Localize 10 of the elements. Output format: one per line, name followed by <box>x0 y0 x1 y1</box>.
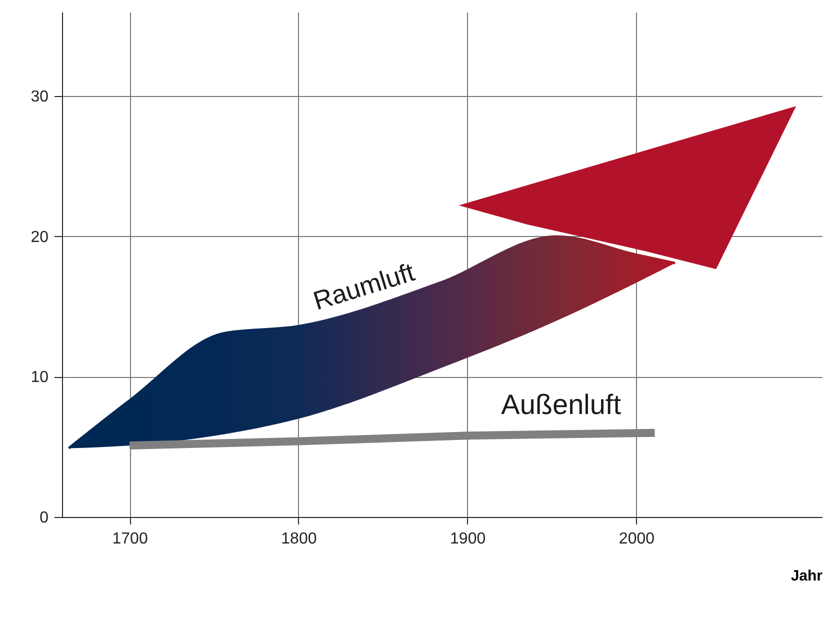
x-tick-label: 2000 <box>618 530 655 548</box>
x-tick-label: 1900 <box>450 530 486 548</box>
x-axis-title: Jahr <box>790 568 823 584</box>
x-tick-label: 1700 <box>112 530 148 548</box>
series-label: Außenluft <box>501 389 622 420</box>
x-tick-label: 1800 <box>281 530 317 548</box>
y-tick-label: 30 <box>30 88 49 106</box>
y-tick-label: 20 <box>30 228 49 246</box>
y-tick-label: 0 <box>40 510 49 526</box>
y-tick-label: 10 <box>30 369 49 386</box>
